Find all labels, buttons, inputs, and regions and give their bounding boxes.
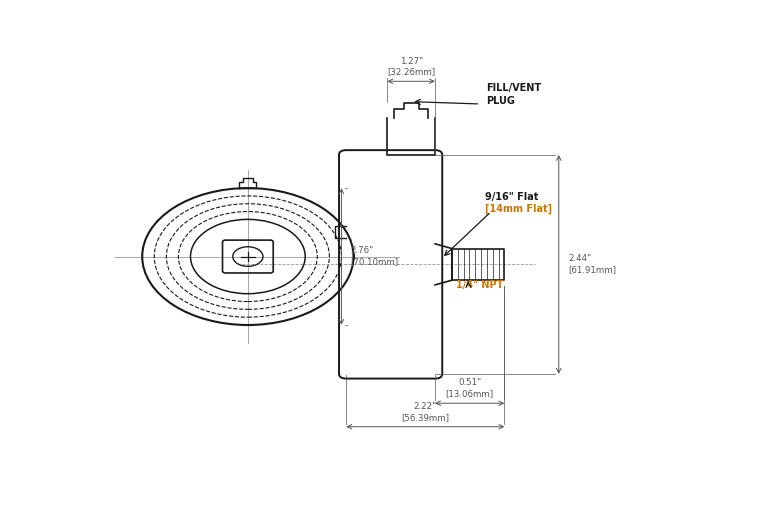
Text: 1.27"
[32.26mm]: 1.27" [32.26mm] <box>387 56 435 77</box>
Text: 2.22"
[56.39mm]: 2.22" [56.39mm] <box>401 402 449 422</box>
Text: 0.51"
[13.06mm]: 0.51" [13.06mm] <box>445 378 494 399</box>
Text: 2.44"
[61.91mm]: 2.44" [61.91mm] <box>568 255 616 274</box>
Text: [14mm Flat]: [14mm Flat] <box>485 203 552 213</box>
Text: FILL/VENT
PLUG: FILL/VENT PLUG <box>486 83 542 106</box>
Text: 1/4" NPT: 1/4" NPT <box>456 280 503 290</box>
Text: 9/16" Flat: 9/16" Flat <box>485 192 539 202</box>
Text: 2.76"
[70.10mm]: 2.76" [70.10mm] <box>350 246 398 267</box>
